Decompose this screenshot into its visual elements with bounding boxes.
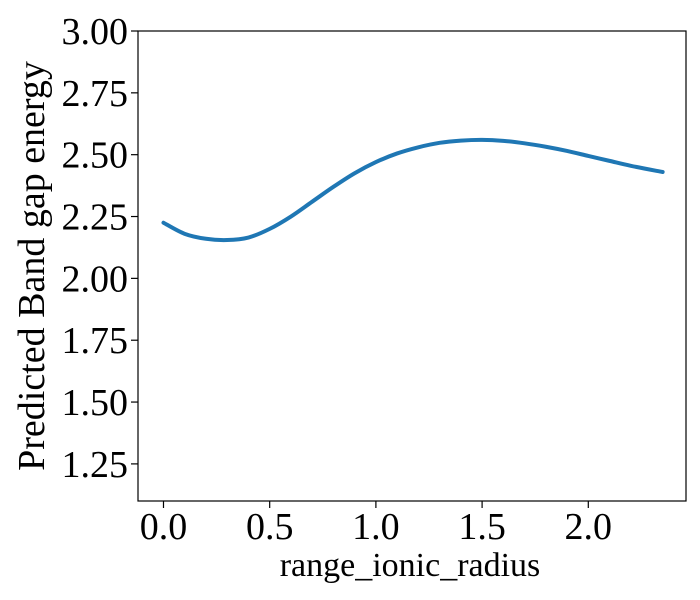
series-layer — [161, 137, 665, 243]
x-tick-label: 0.0 — [140, 506, 188, 548]
plot-frame — [137, 30, 687, 502]
x-axis-label: range_ionic_radius — [280, 547, 541, 584]
x-tick-label: 2.0 — [565, 506, 613, 548]
y-tick-label: 1.25 — [62, 444, 129, 486]
y-axis-ticks: 1.25 1.50 1.75 2.00 2.25 2.50 2.75 3.00 — [62, 11, 138, 486]
y-tick-label: 2.25 — [62, 197, 129, 239]
series-line — [161, 137, 665, 243]
x-tick-label: 1.0 — [352, 506, 400, 548]
x-tick-label: 1.5 — [458, 506, 506, 548]
y-tick-label: 2.00 — [62, 258, 129, 300]
y-tick-label: 2.50 — [62, 135, 129, 177]
y-tick-label: 2.75 — [62, 73, 129, 115]
x-tick-label: 0.5 — [246, 506, 294, 548]
y-tick-label: 1.50 — [62, 382, 129, 424]
y-axis-label: Predicted Band gap energy — [11, 61, 53, 471]
x-axis-ticks: 0.0 0.5 1.0 1.5 2.0 — [140, 501, 612, 548]
y-tick-label: 3.00 — [62, 11, 129, 53]
y-tick-label: 1.75 — [62, 320, 129, 362]
